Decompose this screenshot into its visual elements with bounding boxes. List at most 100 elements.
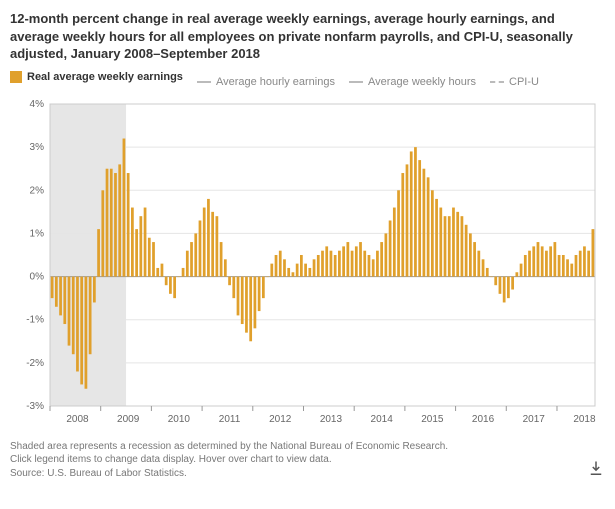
bar[interactable] [152,242,155,277]
bar[interactable] [270,263,273,276]
bar[interactable] [566,259,569,276]
bar[interactable] [511,276,514,289]
bar[interactable] [376,250,379,276]
bar[interactable] [300,255,303,277]
bar[interactable] [101,190,104,276]
bar[interactable] [461,216,464,276]
bar[interactable] [384,233,387,276]
bar[interactable] [262,276,265,298]
bar[interactable] [507,276,510,298]
bar[interactable] [76,276,79,371]
bar[interactable] [368,255,371,277]
bar[interactable] [131,207,134,276]
bar[interactable] [207,199,210,277]
bar-chart[interactable]: -3%-2%-1%0%1%2%3%4%200820092010201120122… [10,94,605,434]
bar[interactable] [68,276,71,345]
bar[interactable] [258,276,261,311]
bar[interactable] [110,168,113,276]
bar[interactable] [313,259,316,276]
bar[interactable] [292,272,295,276]
bar[interactable] [51,276,54,298]
bar[interactable] [355,246,358,276]
bar[interactable] [418,160,421,276]
legend-item[interactable]: CPI-U [490,76,539,88]
bar[interactable] [220,242,223,277]
bar[interactable] [469,233,472,276]
bar[interactable] [524,255,527,277]
bar[interactable] [224,259,227,276]
bar[interactable] [545,250,548,276]
bar[interactable] [520,263,523,276]
bar[interactable] [346,242,349,277]
bar[interactable] [177,276,180,277]
bar[interactable] [194,233,197,276]
bar[interactable] [558,255,561,277]
bar[interactable] [389,220,392,276]
bar[interactable] [279,250,282,276]
bar[interactable] [338,250,341,276]
bar[interactable] [245,276,248,332]
chart-area[interactable]: -3%-2%-1%0%1%2%3%4%200820092010201120122… [10,94,605,434]
bar[interactable] [139,216,142,276]
bar[interactable] [249,276,252,341]
bar[interactable] [317,255,320,277]
bar[interactable] [182,268,185,277]
bar[interactable] [553,242,556,277]
bar[interactable] [541,246,544,276]
bar[interactable] [287,268,290,277]
bar[interactable] [308,268,311,277]
bar[interactable] [579,250,582,276]
bar[interactable] [562,255,565,277]
bar[interactable] [161,263,164,276]
bar[interactable] [465,224,468,276]
bar[interactable] [549,246,552,276]
bar[interactable] [334,255,337,277]
bar[interactable] [494,276,497,285]
bar[interactable] [85,276,88,388]
bar[interactable] [283,259,286,276]
bar[interactable] [482,259,485,276]
bar[interactable] [93,276,96,302]
bar[interactable] [144,207,147,276]
bar[interactable] [423,168,426,276]
bar[interactable] [254,276,257,328]
bar[interactable] [148,237,151,276]
bar[interactable] [216,216,219,276]
bar[interactable] [435,199,438,277]
bar[interactable] [406,164,409,276]
bar[interactable] [439,207,442,276]
bar[interactable] [444,216,447,276]
download-icon[interactable] [587,460,605,478]
bar[interactable] [97,229,100,276]
bar[interactable] [448,216,451,276]
bar[interactable] [123,138,126,276]
bar[interactable] [359,242,362,277]
bar[interactable] [237,276,240,315]
bar[interactable] [325,246,328,276]
bar[interactable] [473,242,476,277]
bar[interactable] [199,220,202,276]
bar[interactable] [190,242,193,277]
bar[interactable] [228,276,231,285]
bar[interactable] [342,246,345,276]
bar[interactable] [80,276,83,384]
bar[interactable] [393,207,396,276]
bar[interactable] [515,272,518,276]
bar[interactable] [490,276,493,277]
bar[interactable] [499,276,502,293]
bar[interactable] [330,250,333,276]
bar[interactable] [211,211,214,276]
bar[interactable] [503,276,506,302]
bar[interactable] [477,250,480,276]
bar[interactable] [401,173,404,277]
bar[interactable] [380,242,383,277]
bar[interactable] [241,276,244,323]
bar[interactable] [592,229,595,276]
bar[interactable] [135,229,138,276]
bar[interactable] [587,250,590,276]
legend-item[interactable]: Real average weekly earnings [10,71,183,83]
bar[interactable] [106,168,109,276]
bar[interactable] [532,246,535,276]
legend-item[interactable]: Average hourly earnings [197,76,335,88]
bar[interactable] [296,263,299,276]
